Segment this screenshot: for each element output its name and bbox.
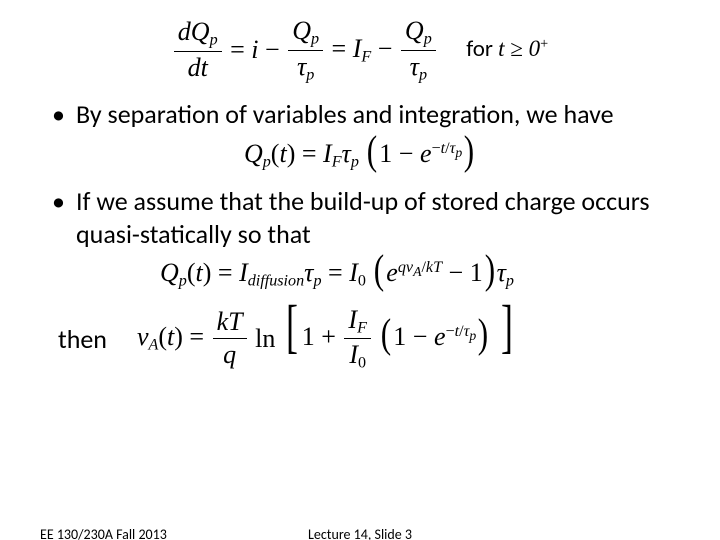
eq1-for-cond: t ≥ 0	[498, 36, 540, 61]
equation-1: dQp dt = i − Qp τp = IF − Qp τp for t ≥ …	[40, 16, 680, 84]
bullet-1: By separation of variables and integrati…	[40, 98, 680, 131]
footer-center: Lecture 14, Slide 3	[0, 526, 720, 540]
bullet-2: If we assume that the build-up of stored…	[40, 185, 680, 250]
eq1-for-label: for	[466, 35, 493, 63]
equation-2: Qp(t) = IFτp (1 − e−t/τp)	[40, 139, 680, 172]
slide: dQp dt = i − Qp τp = IF − Qp τp for t ≥ …	[0, 0, 720, 540]
equation-4-row: then vA(t) = kT q ln [1 + IF I0 (1 − e−t…	[58, 305, 680, 373]
then-label: then	[58, 323, 107, 355]
equation-3: Qp(t) = Idiffusionτp = I0 (eqvA/kT − 1)τ…	[40, 258, 680, 291]
